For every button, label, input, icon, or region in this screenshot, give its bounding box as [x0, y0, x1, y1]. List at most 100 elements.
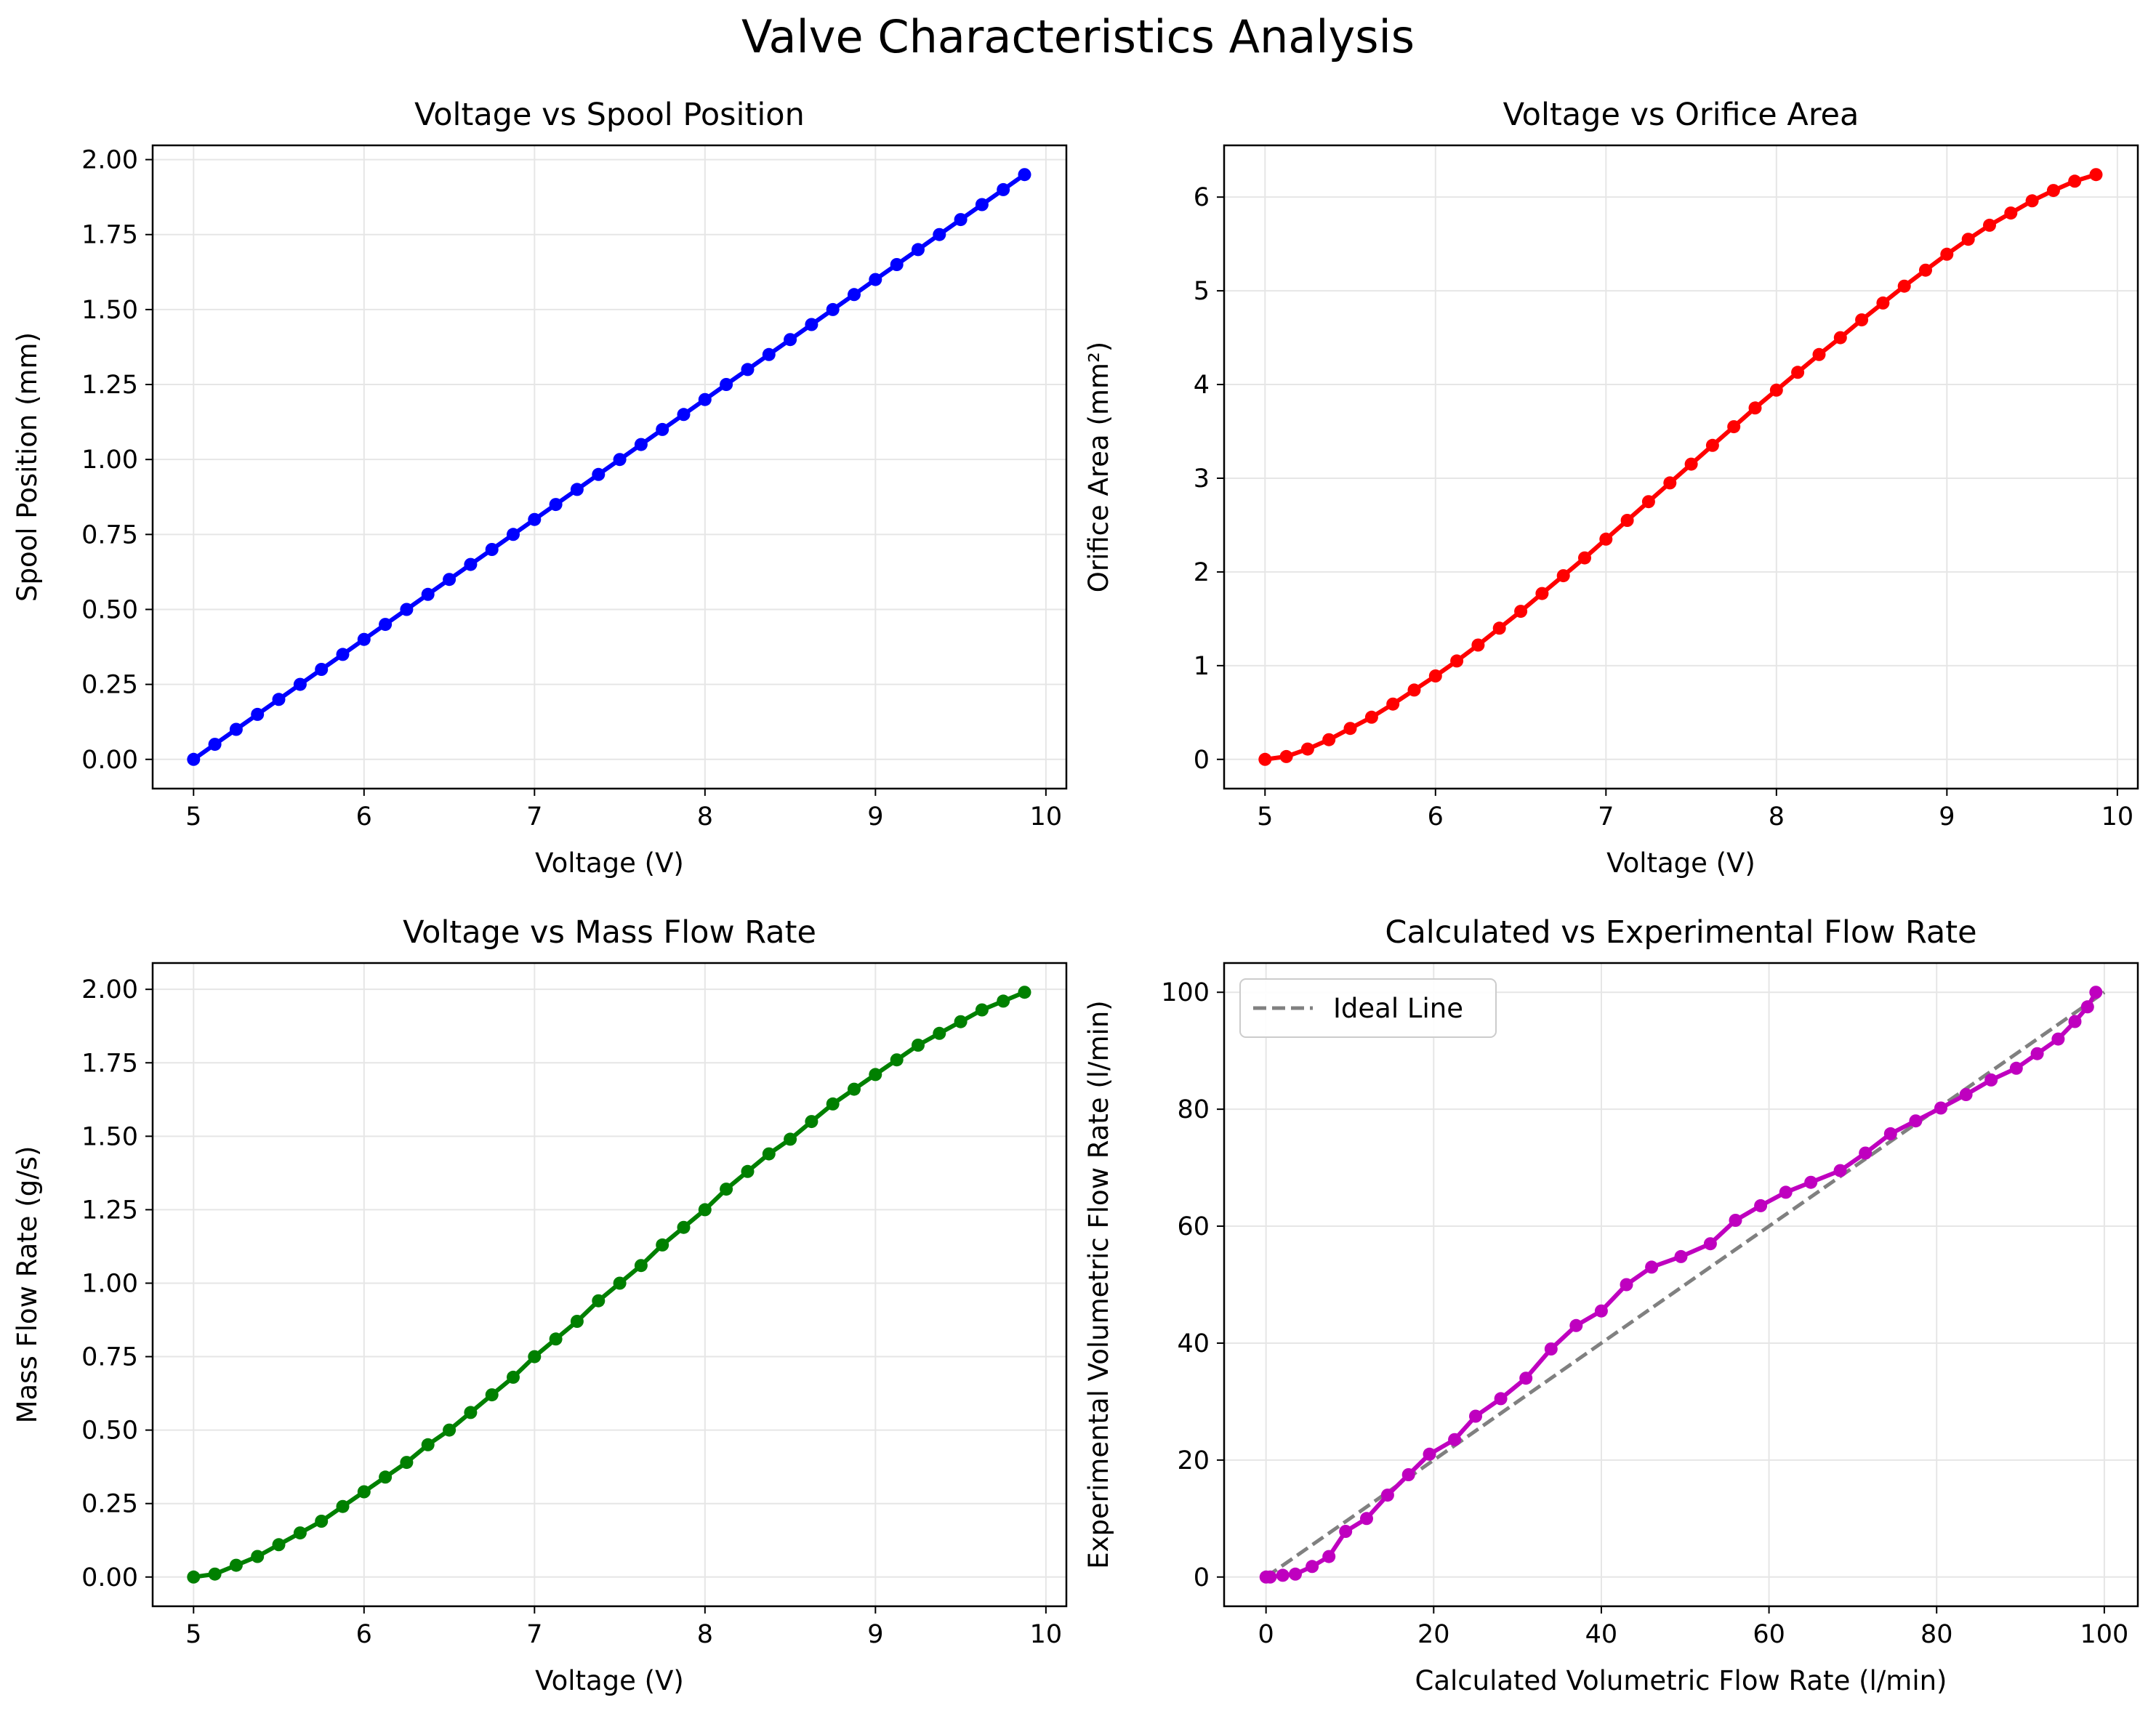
data-point: [570, 483, 584, 496]
data-point: [912, 1039, 925, 1052]
data-point: [1897, 279, 1911, 293]
y-tick-label: 1.75: [81, 1049, 138, 1078]
data-point: [1855, 313, 1869, 327]
data-point: [1769, 383, 1783, 397]
data-point: [1339, 1525, 1353, 1538]
data-point: [1748, 401, 1762, 415]
data-point: [1360, 1512, 1373, 1526]
data-point: [869, 273, 882, 286]
data-point: [1859, 1146, 1873, 1160]
data-point: [741, 1164, 755, 1178]
data-point: [1934, 1101, 1947, 1115]
legend-box: [1239, 978, 1497, 1038]
x-tick-label: 10: [1030, 802, 1063, 831]
y-tick-label: 60: [1177, 1212, 1210, 1241]
data-point: [1909, 1114, 1923, 1128]
data-point: [400, 1456, 414, 1470]
data-point: [634, 438, 648, 451]
data-point: [379, 618, 393, 632]
x-tick-label: 40: [1585, 1620, 1618, 1649]
data-point: [890, 1053, 904, 1067]
data-point: [1599, 532, 1613, 546]
data-point: [1641, 495, 1655, 509]
data-point: [826, 1097, 840, 1111]
data-point: [2089, 168, 2103, 182]
y-tick-label: 0: [1194, 1563, 1210, 1592]
data-point: [1544, 1342, 1558, 1356]
y-tick-label: 1.00: [81, 446, 138, 475]
y-tick-label: 5: [1194, 277, 1210, 306]
data-point: [698, 1203, 712, 1217]
x-tick-label: 6: [356, 802, 372, 831]
x-tick-label: 10: [1030, 1620, 1063, 1649]
y-tick-label: 1: [1194, 652, 1210, 681]
data-point: [315, 663, 329, 676]
data-point: [2089, 986, 2103, 999]
y-tick-label: 0.50: [81, 1417, 138, 1446]
data-point: [762, 347, 776, 361]
data-point: [912, 243, 925, 257]
y-tick-label: 80: [1177, 1095, 1210, 1124]
data-point: [1471, 638, 1485, 652]
y-axis-label: Orifice Area (mm²): [1083, 342, 1114, 592]
data-point: [1300, 742, 1314, 756]
data-point: [613, 453, 627, 467]
data-point: [1386, 697, 1400, 711]
data-point: [784, 1132, 797, 1146]
data-point: [293, 1526, 307, 1540]
data-point: [634, 1259, 648, 1273]
data-point: [1401, 1468, 1415, 1481]
data-point: [997, 994, 1010, 1008]
x-tick-label: 0: [1258, 1620, 1274, 1649]
data-point: [464, 557, 478, 571]
data-point: [1804, 1175, 1818, 1189]
data-point: [485, 543, 499, 556]
data-point: [784, 333, 797, 347]
data-point: [848, 1082, 861, 1096]
axes-frame: [1223, 144, 2139, 790]
chart-title: Voltage vs Mass Flow Rate: [403, 914, 816, 951]
data-point: [208, 738, 222, 752]
data-point: [1729, 1214, 1742, 1227]
y-tick-label: 0.75: [81, 1343, 138, 1372]
data-point: [1812, 347, 1826, 361]
y-axis-label: Mass Flow Rate (g/s): [12, 1146, 43, 1424]
data-point: [357, 632, 371, 646]
data-point: [549, 498, 563, 512]
figure-title: Valve Characteristics Analysis: [741, 10, 1415, 63]
y-axis-label: Experimental Volumetric Flow Rate (l/min…: [1083, 1000, 1114, 1568]
data-point: [379, 1470, 393, 1484]
data-point: [251, 1550, 265, 1563]
data-point: [1450, 654, 1464, 668]
data-point: [1343, 722, 1357, 736]
data-point: [187, 752, 201, 766]
data-point: [997, 182, 1010, 196]
data-point: [443, 573, 456, 587]
data-point: [1514, 605, 1528, 619]
x-tick-label: 20: [1417, 1620, 1450, 1649]
x-axis-label: Voltage (V): [535, 1665, 684, 1696]
data-point: [315, 1515, 329, 1528]
data-point: [1883, 1127, 1897, 1140]
data-point: [2004, 206, 2018, 220]
data-point: [1428, 669, 1442, 682]
data-point: [677, 1220, 691, 1234]
data-point: [1833, 331, 1847, 345]
x-tick-label: 8: [697, 1620, 713, 1649]
data-point: [954, 1015, 968, 1028]
data-point: [1578, 551, 1591, 565]
x-tick-label: 7: [1598, 802, 1614, 831]
y-tick-label: 3: [1194, 464, 1210, 494]
data-point: [1779, 1185, 1793, 1199]
data-point: [592, 467, 606, 481]
x-axis-label: Voltage (V): [535, 847, 684, 879]
x-axis-label: Voltage (V): [1606, 847, 1755, 879]
data-point: [2068, 174, 2082, 188]
y-tick-label: 0: [1194, 746, 1210, 775]
chart-panel-voltage-vs-spool-position: 5 6 7 8 9 10 0.00 0.25 0.50 0.75 1.00 1.25 1.50 1.75 2…: [12, 97, 1068, 879]
chart-title: Calculated vs Experimental Flow Rate: [1385, 914, 1976, 951]
chart-panel-voltage-vs-orifice-area: 5 6 7 8 9 10 0 1 2 3 4 5 6 Voltage vs Orifice Area Vol…: [1083, 97, 2139, 879]
data-point: [1279, 749, 1293, 763]
data-point: [2025, 194, 2039, 208]
series-0-line: [1264, 172, 2097, 762]
